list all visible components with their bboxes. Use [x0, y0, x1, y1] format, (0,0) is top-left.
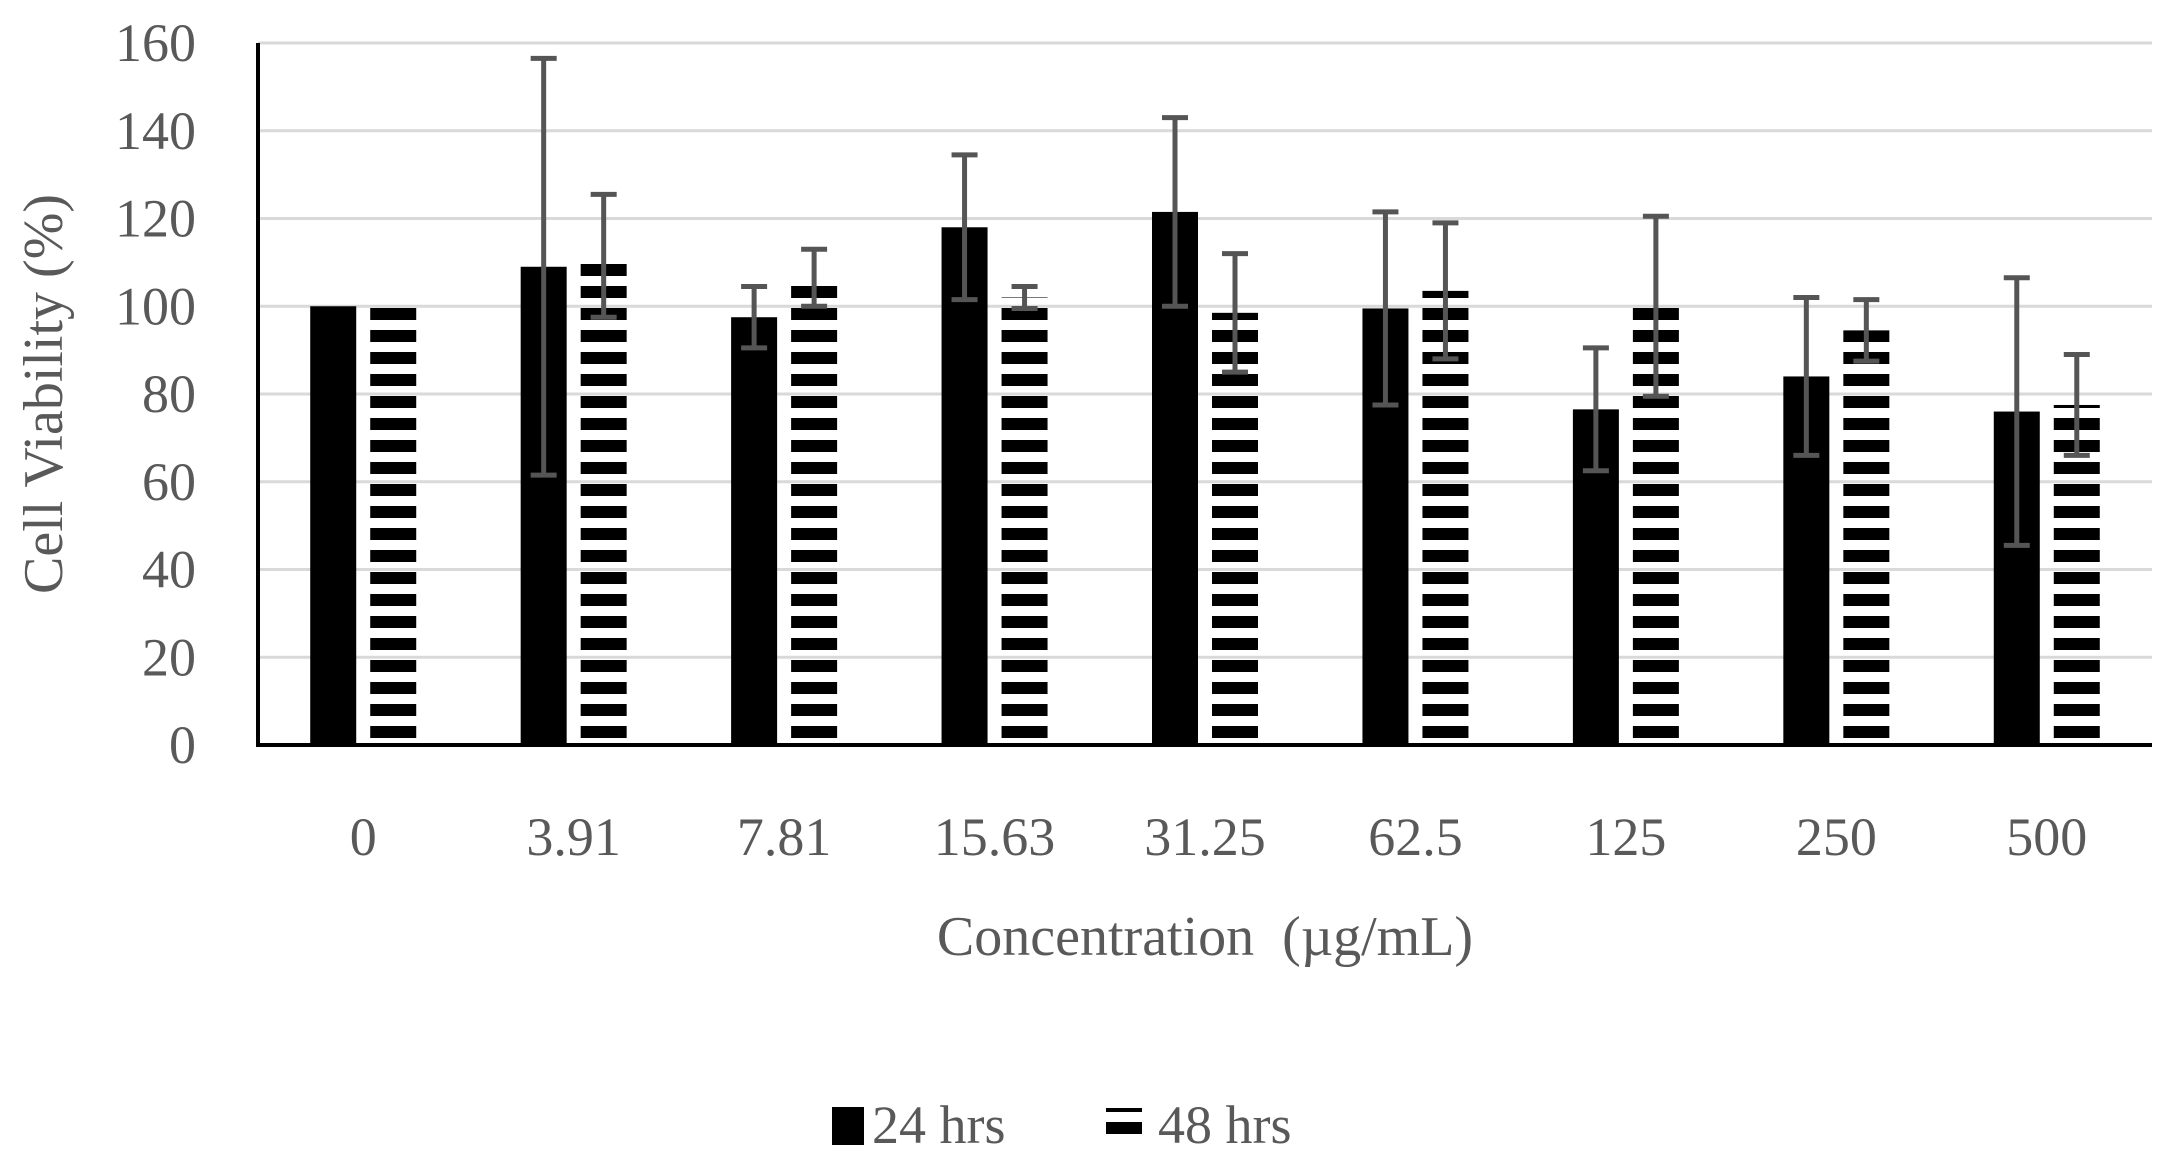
legend-swatch-48hrs — [1106, 1108, 1142, 1144]
legend-swatch-24hrs — [832, 1107, 864, 1145]
error-bar-24hrs-7.81 — [741, 284, 768, 351]
bars — [310, 211, 2100, 745]
error-bar-24hrs-62.5 — [1372, 209, 1399, 408]
bar-48hrs-250 — [1843, 330, 1890, 745]
y-tick-label: 0 — [169, 715, 196, 775]
y-tick-label: 140 — [115, 101, 196, 161]
y-axis-title: Cell Viability (%) — [13, 194, 75, 594]
bar-48hrs-3.91 — [580, 255, 627, 745]
error-bar-24hrs-15.63 — [951, 152, 978, 303]
x-tick-label: 62.5 — [1368, 807, 1463, 867]
bar-48hrs-500 — [2053, 404, 2100, 745]
legend-label-24hrs: 24 hrs — [872, 1095, 1006, 1155]
x-axis-title: Concentration (µg/mL) — [937, 906, 1473, 968]
x-tick-label: 250 — [1796, 807, 1877, 867]
error-bar-24hrs-31.25 — [1162, 115, 1188, 309]
bar-48hrs-15.63 — [1001, 297, 1048, 745]
bar-48hrs-31.25 — [1212, 312, 1258, 745]
x-tick-label: 500 — [2006, 807, 2087, 867]
y-tick-label: 120 — [115, 189, 196, 249]
error-bar-48hrs-125 — [1642, 213, 1669, 399]
y-axis-ticks: 0 20 40 60 80 100 120 140 160 — [115, 13, 196, 775]
y-tick-label: 100 — [115, 276, 196, 336]
bar-48hrs-0 — [370, 306, 417, 745]
x-tick-label: 15.63 — [934, 807, 1056, 867]
error-bar-48hrs-62.5 — [1432, 220, 1459, 362]
bar-24hrs-15.63 — [941, 227, 988, 745]
x-tick-label: 3.91 — [526, 807, 621, 867]
error-bar-48hrs-250 — [1853, 297, 1880, 364]
error-bars — [530, 55, 2090, 548]
gridlines — [258, 41, 2152, 659]
bar-24hrs-0 — [310, 306, 357, 745]
x-tick-label: 31.25 — [1144, 807, 1266, 867]
bar-24hrs-7.81 — [731, 317, 778, 745]
y-tick-label: 20 — [142, 627, 196, 687]
x-tick-label: 125 — [1585, 807, 1666, 867]
x-tick-label: 0 — [350, 807, 377, 867]
legend-label-48hrs: 48 hrs — [1158, 1095, 1292, 1155]
error-bar-48hrs-3.91 — [590, 191, 617, 320]
error-bar-24hrs-3.91 — [530, 55, 557, 478]
error-bar-24hrs-125 — [1582, 345, 1609, 474]
error-bar-24hrs-500 — [2003, 275, 2030, 548]
error-bar-48hrs-31.25 — [1222, 251, 1248, 375]
legend: 24 hrs 48 hrs — [832, 1095, 1292, 1155]
error-bar-48hrs-500 — [2063, 352, 2090, 458]
axes — [256, 43, 2152, 747]
error-bar-48hrs-7.81 — [801, 246, 828, 309]
error-bar-48hrs-15.63 — [1011, 284, 1038, 311]
x-tick-label: 7.81 — [737, 807, 832, 867]
y-tick-label: 80 — [142, 364, 196, 424]
y-tick-label: 60 — [142, 452, 196, 512]
y-tick-label: 40 — [142, 540, 196, 600]
error-bar-24hrs-250 — [1793, 294, 1820, 458]
bar-48hrs-7.81 — [791, 277, 838, 745]
x-axis-ticks: 0 3.91 7.81 15.63 31.25 62.5 125 250 500 — [350, 807, 2088, 867]
bar-48hrs-62.5 — [1422, 290, 1469, 745]
y-tick-label: 160 — [115, 13, 196, 73]
